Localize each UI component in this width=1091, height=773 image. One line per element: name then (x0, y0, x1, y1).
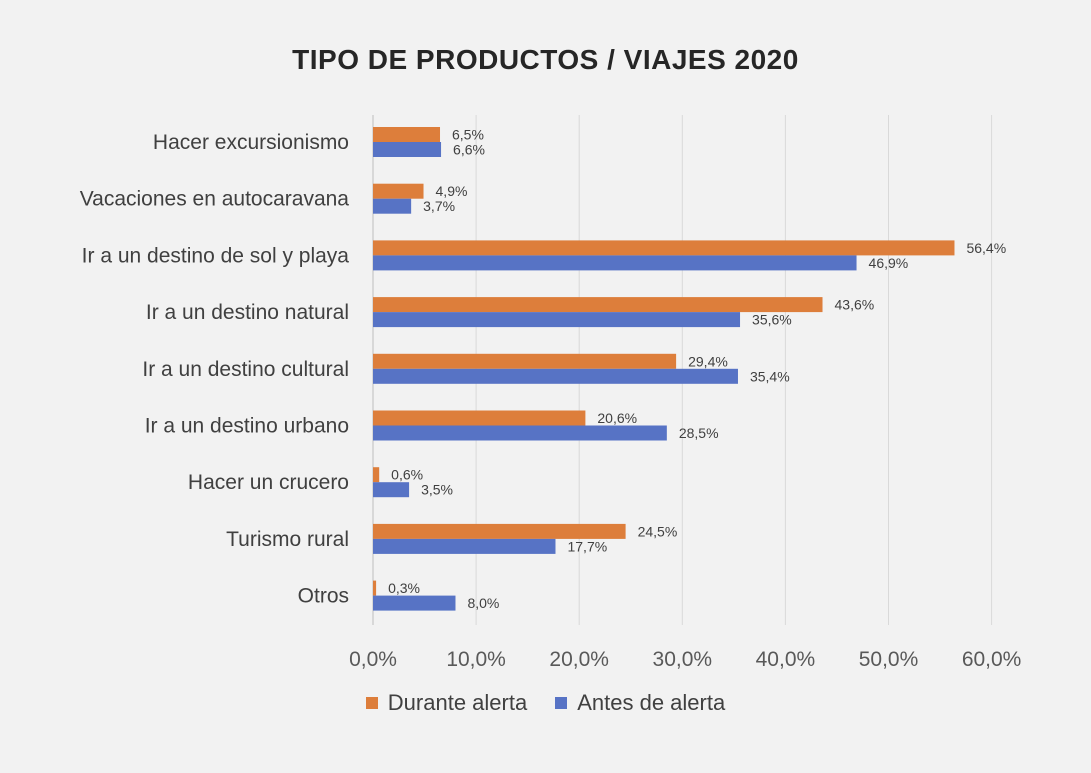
legend-item-antes: Antes de alerta (555, 690, 725, 716)
bar-antes (373, 595, 456, 611)
bar-durante (373, 410, 586, 426)
data-label: 8,0% (467, 595, 499, 611)
data-label: 20,6% (597, 410, 637, 426)
category-label: Vacaciones en autocaravana (80, 188, 350, 211)
legend-swatch-durante (365, 697, 378, 709)
category-label: Hacer un crucero (188, 471, 349, 494)
bar-antes (373, 255, 857, 271)
data-label: 43,6% (835, 297, 875, 313)
bar-antes (373, 142, 442, 157)
category-label: Ir a un destino de sol y playa (82, 244, 350, 267)
data-label: 46,9% (869, 255, 909, 271)
category-label: Turismo rural (226, 528, 349, 551)
data-label: 4,9% (436, 183, 468, 199)
legend-item-durante: Durante alerta (365, 690, 528, 716)
category-label: Ir a un destino cultural (142, 358, 349, 381)
bar-durante (373, 297, 823, 313)
x-tick-label: 20,0% (549, 648, 609, 671)
bar-antes (373, 425, 667, 441)
category-label: Otros (298, 585, 349, 608)
data-label: 24,5% (638, 523, 678, 539)
bar-antes (373, 312, 741, 328)
bar-durante (373, 523, 626, 539)
bar-antes (373, 538, 556, 554)
data-label: 28,5% (679, 425, 719, 441)
x-tick-label: 50,0% (859, 648, 919, 671)
bar-durante (373, 240, 955, 256)
legend: Durante alerta Antes de alerta (0, 690, 1091, 716)
x-tick-label: 60,0% (962, 648, 1022, 671)
legend-label-durante: Durante alerta (387, 690, 528, 715)
legend-swatch-antes (555, 697, 568, 709)
bar-durante (373, 467, 380, 483)
x-tick-label: 0,0% (349, 648, 397, 671)
data-label: 35,6% (752, 312, 792, 328)
x-tick-label: 10,0% (446, 648, 506, 671)
legend-label-antes: Antes de alerta (577, 690, 726, 715)
data-label: 0,3% (388, 580, 420, 596)
category-label: Ir a un destino natural (146, 301, 349, 324)
data-label: 17,7% (567, 538, 607, 554)
bar-durante (373, 183, 424, 199)
bar-antes (373, 482, 410, 498)
bar-durante (373, 353, 677, 369)
data-label: 6,5% (452, 127, 484, 143)
data-label: 6,6% (453, 142, 485, 158)
bar-durante (373, 127, 441, 142)
data-label: 3,7% (423, 198, 455, 214)
bar-antes (373, 368, 738, 384)
data-label: 0,6% (391, 467, 423, 483)
category-label: Ir a un destino urbano (145, 415, 349, 438)
data-label: 35,4% (750, 368, 790, 384)
bar-antes (373, 198, 412, 214)
data-label: 3,5% (421, 482, 453, 498)
x-tick-label: 40,0% (756, 648, 816, 671)
category-label: Hacer excursionismo (153, 131, 349, 154)
x-tick-label: 30,0% (653, 648, 713, 671)
chart-title: TIPO DE PRODUCTOS / VIAJES 2020 (292, 44, 799, 75)
bar-durante (373, 580, 377, 596)
data-label: 29,4% (688, 353, 728, 369)
data-label: 56,4% (966, 240, 1006, 256)
